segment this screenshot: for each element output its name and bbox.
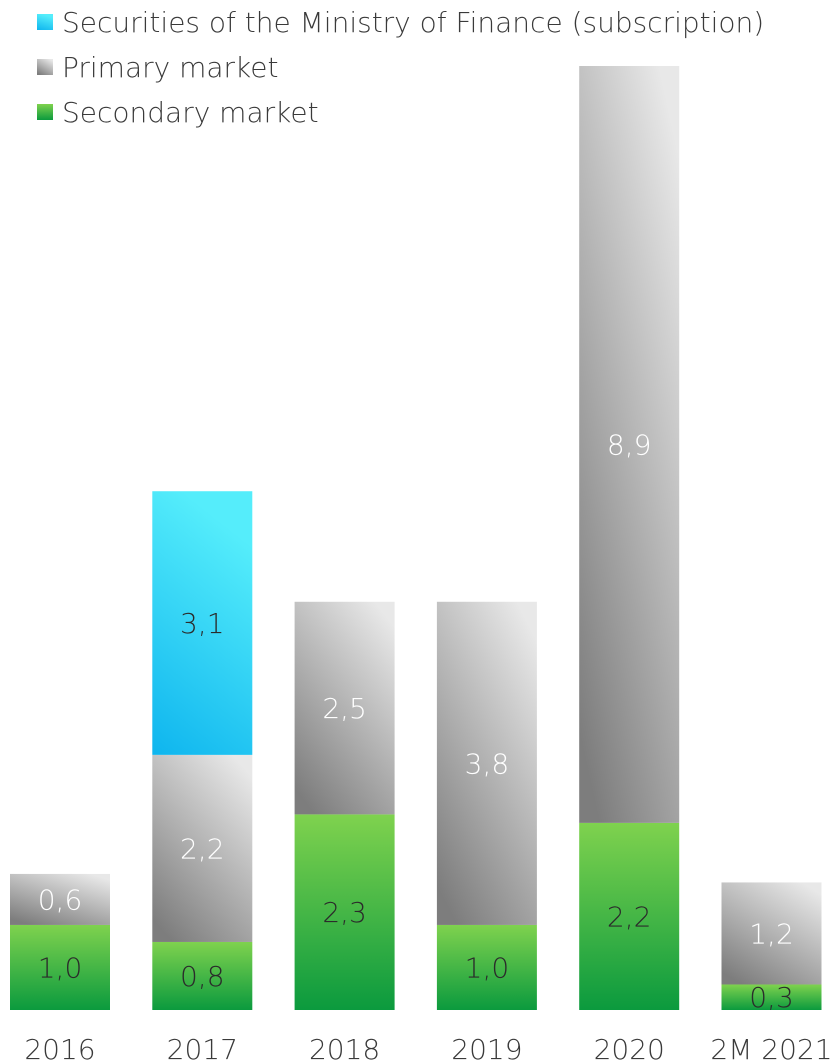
bar-2-1 bbox=[152, 491, 253, 755]
x-tick-label-0: 2016 bbox=[24, 1033, 95, 1064]
bar-0-5 bbox=[721, 984, 822, 1010]
x-tick-label-5: 2M 2021 bbox=[710, 1033, 831, 1064]
data-label-0-2: 2,3 bbox=[322, 896, 367, 929]
legend-label-0: Secondary market bbox=[62, 96, 319, 129]
bar-1-1 bbox=[152, 754, 253, 942]
data-label-0-4: 2,2 bbox=[607, 900, 652, 933]
bar-1-2 bbox=[294, 601, 395, 815]
data-label-0-1: 0,8 bbox=[180, 960, 225, 993]
data-label-2-1: 3,1 bbox=[180, 607, 225, 640]
bar-0-3 bbox=[436, 924, 537, 1010]
bar-0-4 bbox=[579, 822, 680, 1010]
data-label-1-3: 3,8 bbox=[465, 747, 510, 780]
x-tick-label-2: 2018 bbox=[309, 1033, 380, 1064]
bar-1-0 bbox=[10, 873, 110, 925]
bar-0-1 bbox=[152, 941, 253, 1010]
x-axis: 2016 2017 2018 2019 2020 2M 2021 bbox=[24, 1033, 831, 1064]
data-label-1-2: 2,5 bbox=[322, 692, 367, 725]
data-label-0-3: 1,0 bbox=[465, 951, 510, 984]
legend-label-2: Securities of the Ministry of Finance (s… bbox=[62, 6, 764, 39]
legend-swatch-0 bbox=[37, 104, 53, 120]
chart-legend: Securities of the Ministry of Finance (s… bbox=[37, 6, 764, 129]
bar-1-3 bbox=[436, 601, 537, 925]
bar-0-2 bbox=[294, 814, 395, 1010]
legend-swatch-2 bbox=[37, 14, 53, 30]
data-label-1-1: 2,2 bbox=[180, 832, 225, 865]
legend-label-1: Primary market bbox=[62, 51, 278, 84]
data-label-0-5: 0,3 bbox=[749, 981, 794, 1014]
x-tick-label-4: 2020 bbox=[594, 1033, 665, 1064]
data-label-0-0: 1,0 bbox=[38, 951, 83, 984]
bars-group: 1,0 0,6 0,8 2,2 3,1 2,3 2,5 1,0 3,8 2,2 8,9 0,3 1,2 bbox=[10, 66, 822, 1014]
data-label-1-4: 8,9 bbox=[607, 428, 652, 461]
data-label-1-0: 0,6 bbox=[38, 883, 83, 916]
data-label-1-5: 1,2 bbox=[749, 917, 794, 950]
legend-swatch-1 bbox=[37, 59, 53, 75]
x-tick-label-1: 2017 bbox=[167, 1033, 238, 1064]
bar-0-0 bbox=[10, 924, 110, 1010]
bar-1-4 bbox=[579, 66, 680, 823]
bar-1-5 bbox=[721, 882, 822, 985]
x-tick-label-3: 2019 bbox=[451, 1033, 522, 1064]
